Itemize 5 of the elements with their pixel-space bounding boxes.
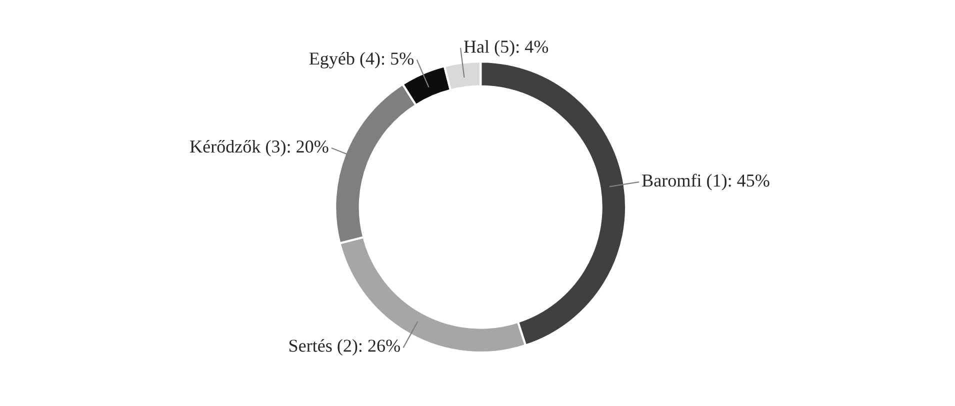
slice-label: Kérődzők (3): 20%: [190, 140, 328, 156]
slice-label: Egyéb (4): 5%: [309, 52, 414, 68]
slice-label: Baromfi (1): 45%: [642, 174, 770, 190]
slice-label: Hal (5): 4%: [464, 40, 548, 56]
slice-label: Sertés (2): 26%: [289, 339, 400, 356]
